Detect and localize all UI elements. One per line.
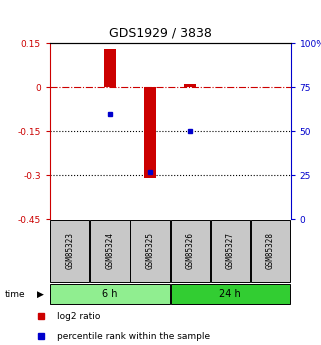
Text: GDS1929 / 3838: GDS1929 / 3838 xyxy=(109,27,212,40)
Text: GSM85327: GSM85327 xyxy=(226,233,235,269)
Text: 24 h: 24 h xyxy=(220,289,241,299)
Bar xyxy=(184,84,196,87)
Text: GSM85324: GSM85324 xyxy=(105,233,115,269)
Bar xyxy=(104,49,116,87)
Text: percentile rank within the sample: percentile rank within the sample xyxy=(57,332,210,341)
Text: GSM85326: GSM85326 xyxy=(186,233,195,269)
Bar xyxy=(50,220,90,282)
Text: ▶: ▶ xyxy=(37,289,44,299)
Bar xyxy=(211,220,250,282)
Text: 6 h: 6 h xyxy=(102,289,118,299)
Text: log2 ratio: log2 ratio xyxy=(57,312,100,321)
Bar xyxy=(170,220,210,282)
Bar xyxy=(251,220,290,282)
Text: time: time xyxy=(5,289,25,299)
Bar xyxy=(90,220,130,282)
Text: GSM85323: GSM85323 xyxy=(65,233,74,269)
Bar xyxy=(170,284,290,304)
Bar xyxy=(50,284,170,304)
Text: GSM85325: GSM85325 xyxy=(145,233,155,269)
Bar xyxy=(130,220,170,282)
Bar xyxy=(144,87,156,178)
Text: GSM85328: GSM85328 xyxy=(266,233,275,269)
